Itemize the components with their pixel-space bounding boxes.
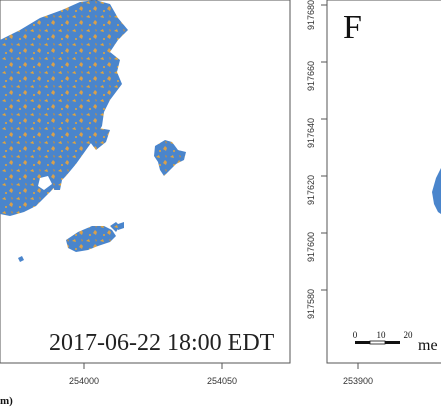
scale-label: 20 — [404, 330, 414, 340]
south-islet-b — [118, 222, 124, 230]
panel-letter: F — [343, 9, 362, 46]
x-tick-label: 254050 — [207, 376, 237, 386]
scale-bar-segment — [355, 341, 370, 344]
y-axis: 917680 917660 917640 917620 917600 91758… — [306, 0, 327, 319]
y-tick-label: 917600 — [306, 232, 316, 262]
islet-west — [54, 180, 62, 190]
x-tick-label: 254000 — [69, 376, 99, 386]
y-tick-label: 917620 — [306, 175, 316, 205]
y-tick-label: 917660 — [306, 61, 316, 91]
small-inlet — [38, 176, 52, 190]
y-tick-label: 917640 — [306, 118, 316, 148]
right-island-edge — [432, 168, 441, 214]
scale-bar: 0 10 20 me — [353, 330, 438, 354]
tiny-islet-west — [18, 256, 24, 262]
right-panel-frame — [326, 0, 441, 364]
y-tick-label: 917680 — [306, 0, 316, 30]
y-tick-label: 917580 — [306, 289, 316, 319]
main-island-lobe — [90, 128, 110, 150]
scale-bar-segment — [369, 340, 386, 345]
right-map-panel: 917680 917660 917640 917620 917600 91758… — [306, 0, 441, 386]
south-islet-a — [110, 222, 120, 232]
x-axis-label-fragment: m) — [0, 395, 13, 407]
scale-label: 0 — [353, 330, 358, 340]
scale-label: 10 — [377, 330, 387, 340]
scale-bar-segment — [385, 341, 400, 344]
left-map-panel: 2017-06-22 18:00 EDT 254000 254050 m) — [0, 0, 291, 407]
east-island-shape — [154, 140, 186, 176]
x-tick-label: 253900 — [343, 376, 373, 386]
scale-unit-label: me — [418, 337, 438, 354]
main-island-shape — [0, 0, 128, 216]
south-island-shape — [66, 226, 116, 252]
timestamp-label: 2017-06-22 18:00 EDT — [49, 330, 275, 356]
